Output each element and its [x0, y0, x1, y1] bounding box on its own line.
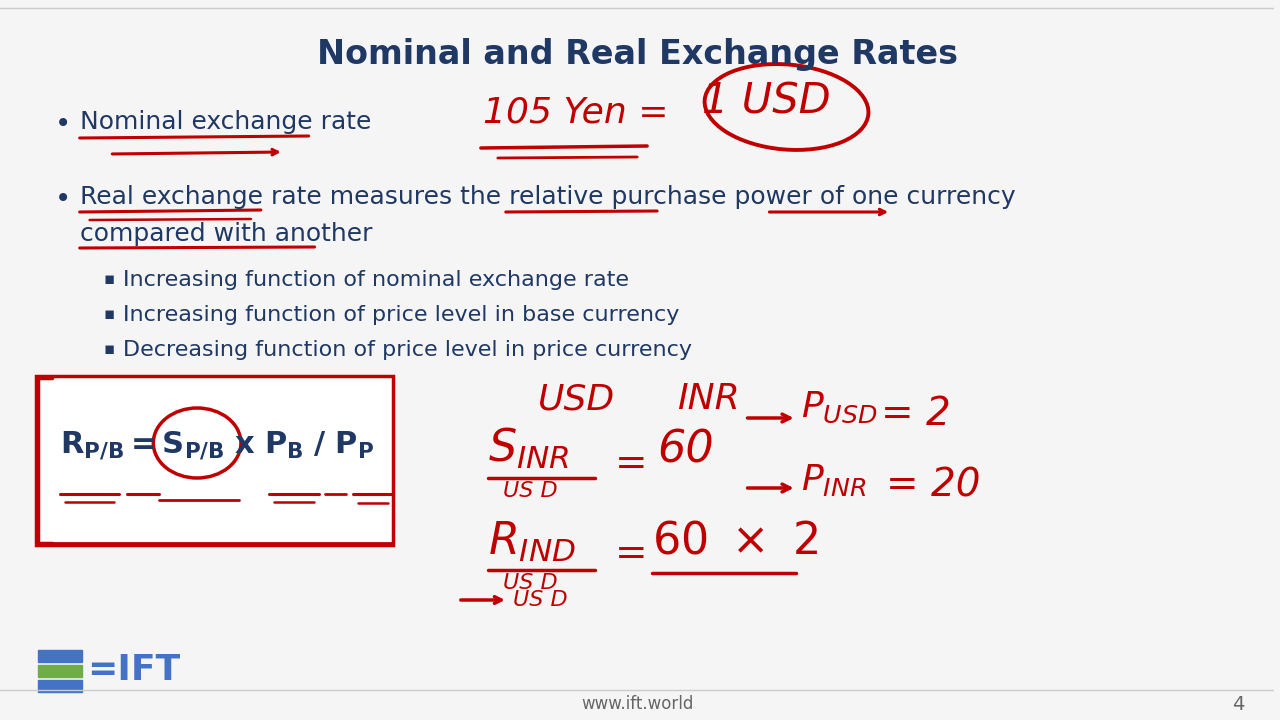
- Text: ▪: ▪: [104, 305, 115, 323]
- Text: 60: 60: [657, 428, 714, 471]
- FancyBboxPatch shape: [36, 376, 393, 545]
- Text: =: =: [616, 535, 648, 573]
- Text: •: •: [55, 185, 70, 213]
- Text: $R_{IND}$: $R_{IND}$: [488, 520, 576, 564]
- Text: Increasing function of price level in base currency: Increasing function of price level in ba…: [123, 305, 680, 325]
- Text: •: •: [55, 110, 70, 138]
- Text: USD: USD: [538, 382, 614, 416]
- Text: US D: US D: [503, 481, 557, 501]
- Text: Decreasing function of price level in price currency: Decreasing function of price level in pr…: [123, 340, 692, 360]
- Bar: [38, 665, 82, 677]
- Text: $60\ \times\ 2$: $60\ \times\ 2$: [652, 520, 818, 563]
- Text: $\mathbf{R_{P/B} = S_{P/B}\ \mathbf{x}\ P_B\ /\ P_P}$: $\mathbf{R_{P/B} = S_{P/B}\ \mathbf{x}\ …: [60, 429, 374, 461]
- Text: www.ift.world: www.ift.world: [581, 695, 694, 713]
- Text: ▪: ▪: [104, 270, 115, 288]
- Text: =IFT: =IFT: [87, 653, 180, 687]
- Text: US D: US D: [513, 590, 567, 610]
- Text: Increasing function of nominal exchange rate: Increasing function of nominal exchange …: [123, 270, 630, 290]
- Text: INR: INR: [677, 382, 740, 416]
- Text: Nominal exchange rate: Nominal exchange rate: [79, 110, 371, 134]
- Text: $P_{INR}$: $P_{INR}$: [801, 462, 867, 498]
- Text: 1 USD: 1 USD: [701, 80, 831, 122]
- Text: ▪: ▪: [104, 340, 115, 358]
- Text: = 20: = 20: [886, 466, 980, 504]
- Text: compared with another: compared with another: [79, 222, 372, 246]
- Text: $S_{INR}$: $S_{INR}$: [488, 426, 570, 471]
- Text: 4: 4: [1233, 695, 1244, 714]
- Text: $P_{USD}$: $P_{USD}$: [801, 390, 878, 426]
- Text: Real exchange rate measures the relative purchase power of one currency: Real exchange rate measures the relative…: [79, 185, 1015, 209]
- Bar: [38, 650, 82, 662]
- Text: =: =: [616, 445, 648, 483]
- Text: US D: US D: [503, 573, 557, 593]
- Text: Nominal and Real Exchange Rates: Nominal and Real Exchange Rates: [316, 38, 957, 71]
- Bar: [38, 680, 82, 692]
- Text: = 2: = 2: [881, 395, 951, 433]
- Text: 105 Yen =: 105 Yen =: [483, 95, 668, 129]
